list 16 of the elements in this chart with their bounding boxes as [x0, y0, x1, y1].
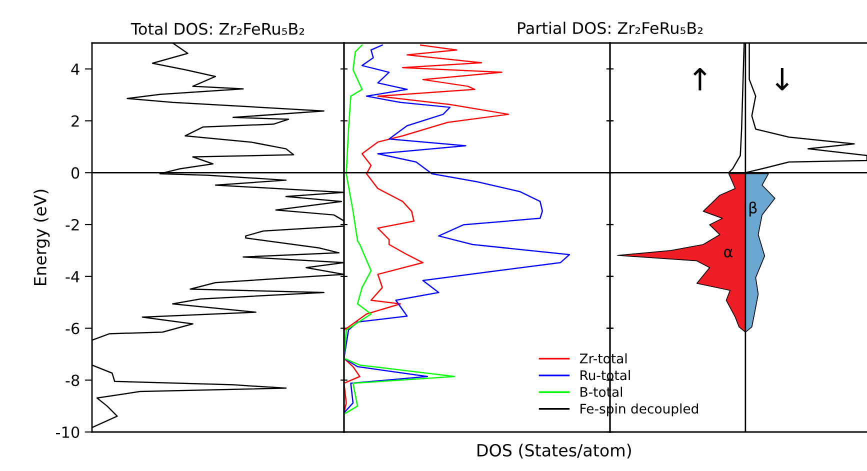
annotation: ↓ [776, 68, 789, 90]
y-tick-label: -6 [66, 322, 80, 334]
y-tick-label: -4 [66, 271, 80, 282]
y-tick-label: 4 [71, 64, 80, 75]
annotation: β [749, 202, 757, 217]
y-tick-label: 0 [71, 167, 80, 179]
text: Partial DOS: Zr₂FeRu₅B₂ [518, 22, 703, 34]
y-tick-label: -10 [56, 426, 80, 438]
y-tick-label: -8 [66, 374, 80, 386]
annotation: α [724, 248, 733, 258]
annotation: ↑ [693, 68, 706, 90]
y-axis-title: Energy (eV) [34, 190, 50, 286]
y-tick-label: -2 [66, 219, 79, 230]
x-axis-title: DOS (States/atom) [478, 444, 631, 459]
chart-title: Total DOS: Zr₂FeRu₅B₂ [130, 22, 304, 35]
y-tick-label: 2 [72, 115, 79, 127]
